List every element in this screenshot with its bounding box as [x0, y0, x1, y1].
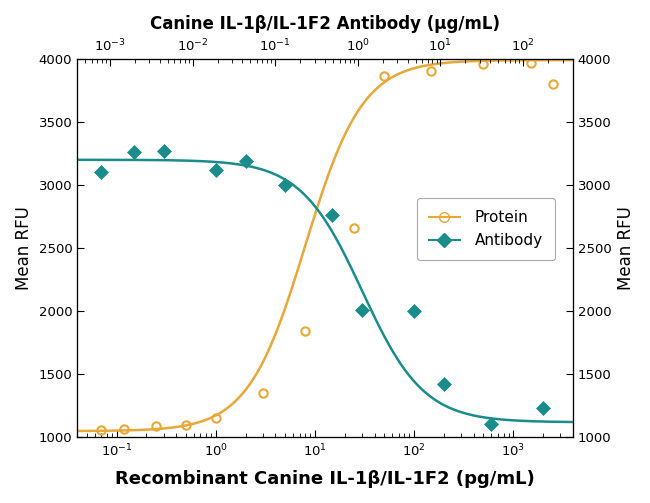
X-axis label: Recombinant Canine IL-1β/IL-1F2 (pg/mL): Recombinant Canine IL-1β/IL-1F2 (pg/mL)	[115, 470, 535, 488]
Legend: Protein, Antibody: Protein, Antibody	[417, 198, 555, 260]
Y-axis label: Mean RFU: Mean RFU	[617, 206, 635, 290]
X-axis label: Canine IL-1β/IL-1F2 Antibody (μg/mL): Canine IL-1β/IL-1F2 Antibody (μg/mL)	[150, 15, 500, 33]
Y-axis label: Mean RFU: Mean RFU	[15, 206, 33, 290]
